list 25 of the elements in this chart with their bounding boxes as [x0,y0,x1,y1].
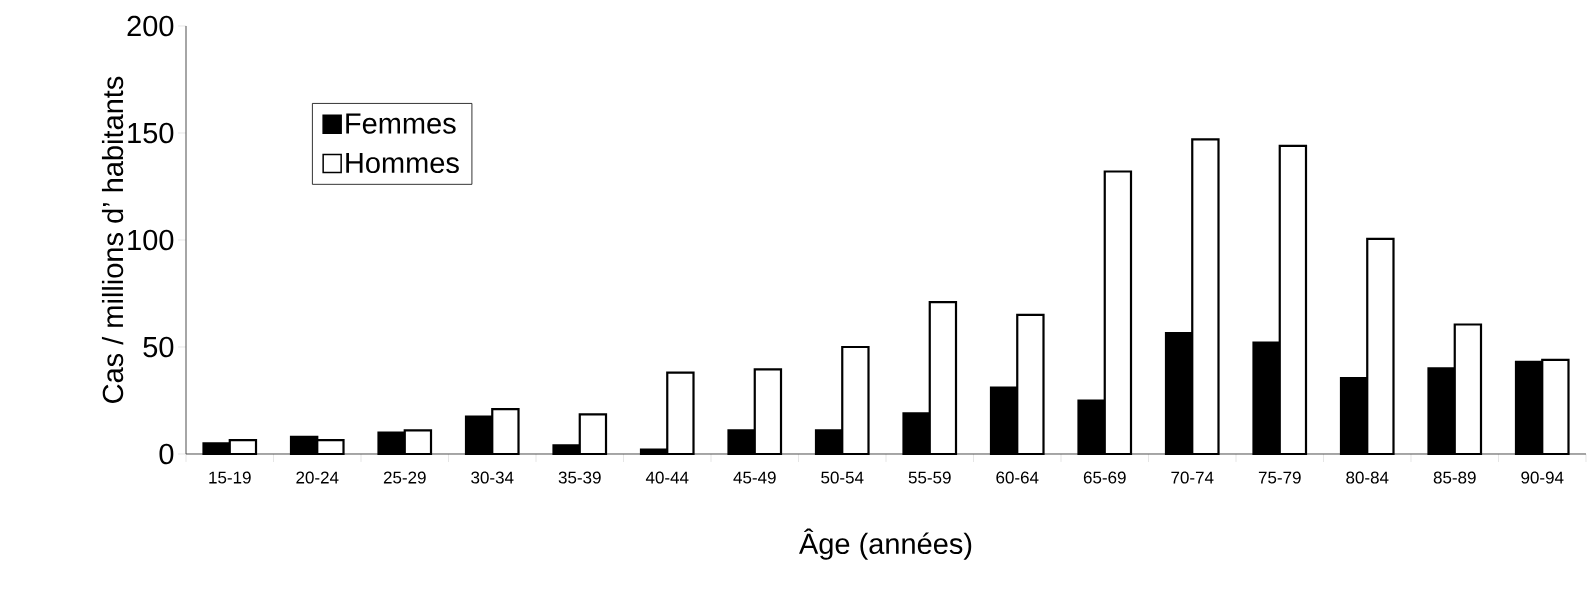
y-tick-label: 200 [127,15,174,37]
x-tick-label: 35-39 [558,471,601,484]
x-tick-label: 20-24 [296,471,339,484]
x-tick-label: 75-79 [1258,471,1301,484]
x-tick-label: 15-19 [209,471,251,484]
y-tick-label: 50 [143,336,174,358]
x-axis-title: Âge (années) [799,528,972,560]
x-tick-label: 45-49 [733,471,776,484]
legend-label: Femmes [346,113,456,134]
y-axis-title: Cas / millions d’ habitants [101,76,124,403]
x-tick-label: 40-44 [645,471,689,484]
x-tick-label: 55-59 [908,471,951,484]
y-tick-label: 0 [159,443,174,465]
x-tick-label: 65-69 [1083,471,1126,484]
x-tick-label: 70-74 [1171,471,1214,484]
x-tick-label: 30-34 [471,471,514,484]
x-tick-label: 85-89 [1433,471,1476,484]
x-tick-label: 90-94 [1521,471,1564,484]
x-tick-label: 60-64 [996,471,1039,484]
legend-label: Hommes [346,152,459,174]
y-tick-label: 100 [128,229,174,251]
x-tick-label: 25-29 [383,471,426,484]
x-tick-label: 50-54 [821,471,864,484]
y-tick-label: 150 [128,122,174,144]
x-tick-label: 80-84 [1346,471,1389,484]
